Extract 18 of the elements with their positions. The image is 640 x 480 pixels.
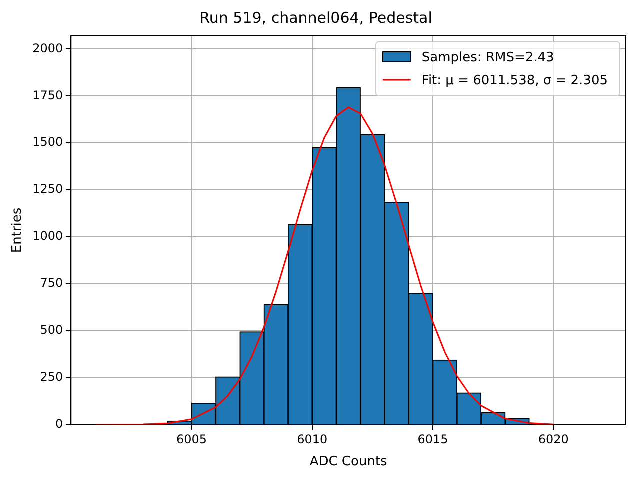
x-tick-label: 6020 [538, 432, 569, 446]
y-axis-title: Entries [10, 208, 26, 254]
y-tick-label: 250 [40, 370, 64, 384]
y-tick-label: 0 [56, 417, 64, 432]
y-tick-label: 1250 [32, 182, 64, 196]
x-axis-title: ADC Counts [310, 454, 388, 470]
y-tick-label: 750 [40, 276, 64, 290]
y-tick-label: 500 [40, 323, 64, 338]
y-tick-label: 1500 [32, 135, 64, 150]
y-tick-label: 1000 [32, 229, 64, 244]
chart-title: Run 519, channel064, Pedestal [200, 8, 432, 27]
x-tick-label: 6005 [176, 432, 208, 446]
y-tick-label: 2000 [32, 41, 64, 56]
x-tick-label: 6010 [297, 432, 328, 446]
legend-label: Samples: RMS=2.43 [422, 50, 554, 66]
legend-label: Fit: μ = 6011.538, σ = 2.305 [422, 73, 608, 88]
y-tick-label: 1750 [32, 88, 64, 102]
x-tick-label: 6015 [418, 432, 448, 446]
